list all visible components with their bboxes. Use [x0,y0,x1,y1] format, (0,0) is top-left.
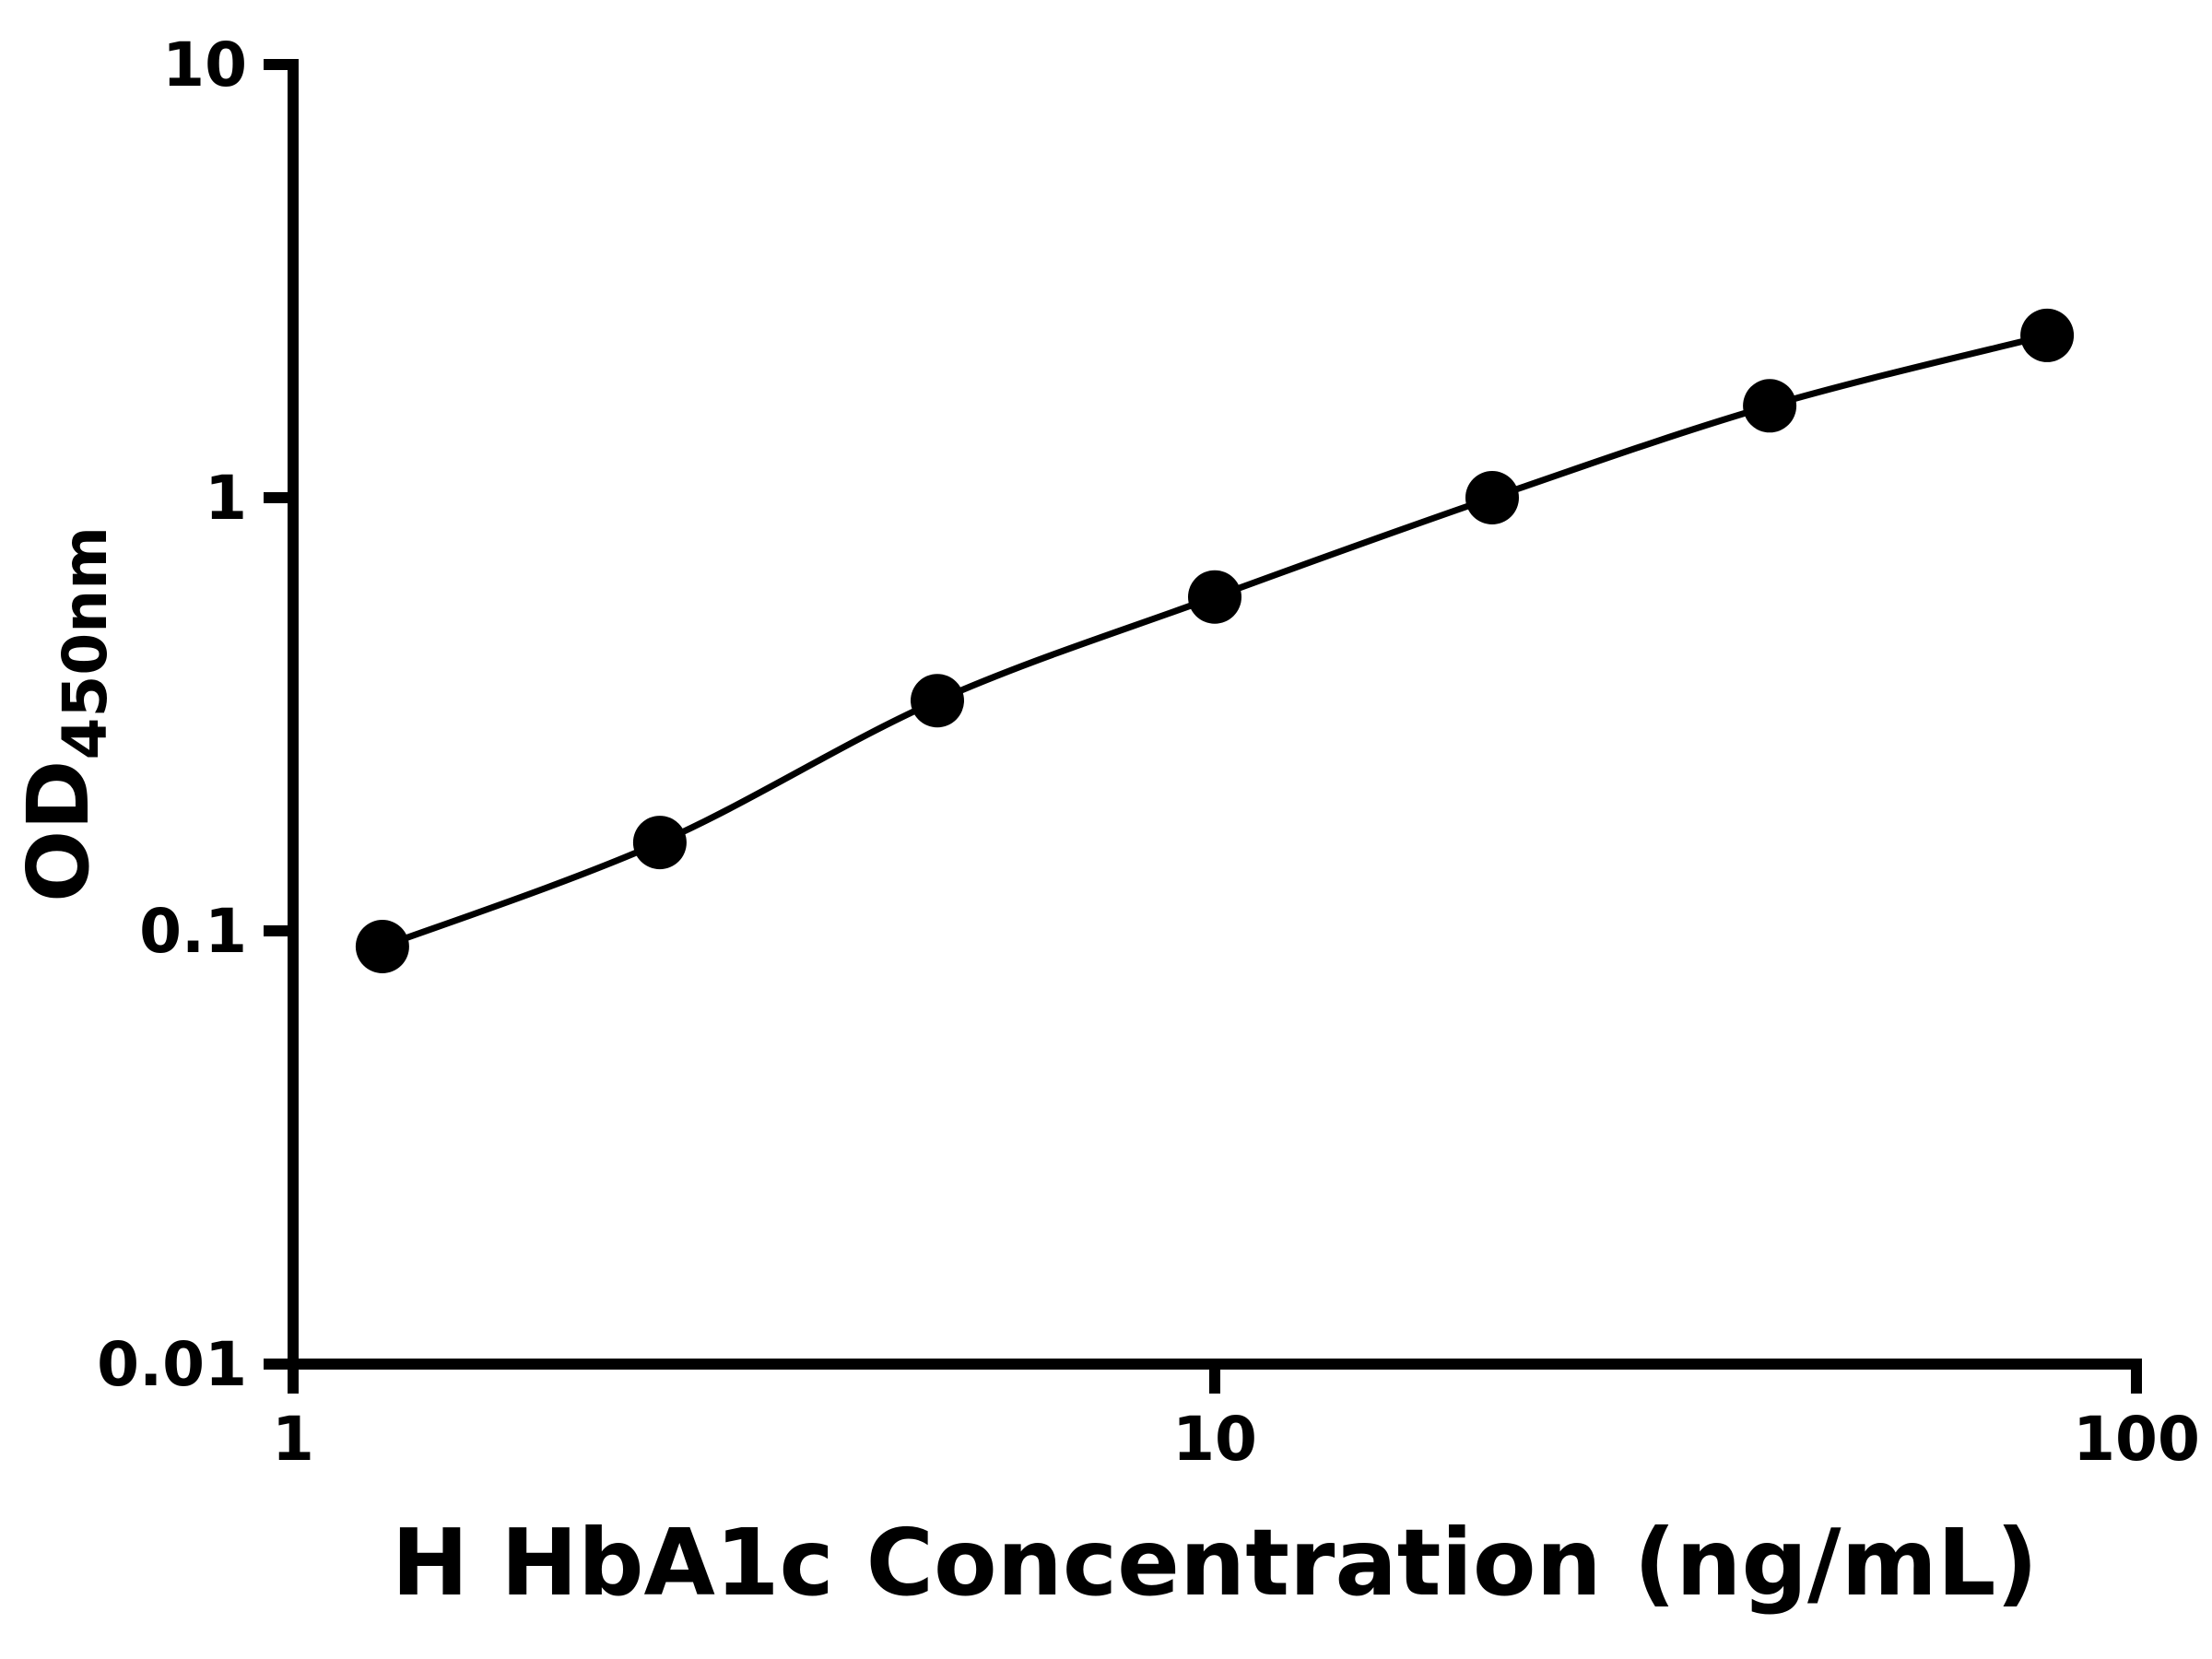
data-point [355,920,409,973]
data-point [2020,308,2075,362]
y-axis-title-sub: 450nm [50,526,121,760]
y-tick-label: 0.1 [139,896,247,967]
x-axis-title: H HbA1c Concentration (ng/mL) [392,1509,2038,1617]
data-point [1188,570,1241,624]
y-tick-label: 10 [162,29,247,100]
data-point [632,816,687,870]
y-tick-label: 1 [205,463,247,534]
y-axis-title-main: OD [9,759,108,902]
data-point [1465,471,1519,524]
y-axis-title: OD450nm [9,526,121,902]
y-tick-label: 0.01 [97,1329,247,1400]
data-point [1743,379,1797,433]
x-tick-label: 1 [272,1404,314,1475]
x-tick-label: 10 [1172,1404,1257,1475]
data-point [911,674,964,728]
x-tick-label: 100 [2073,1404,2200,1475]
